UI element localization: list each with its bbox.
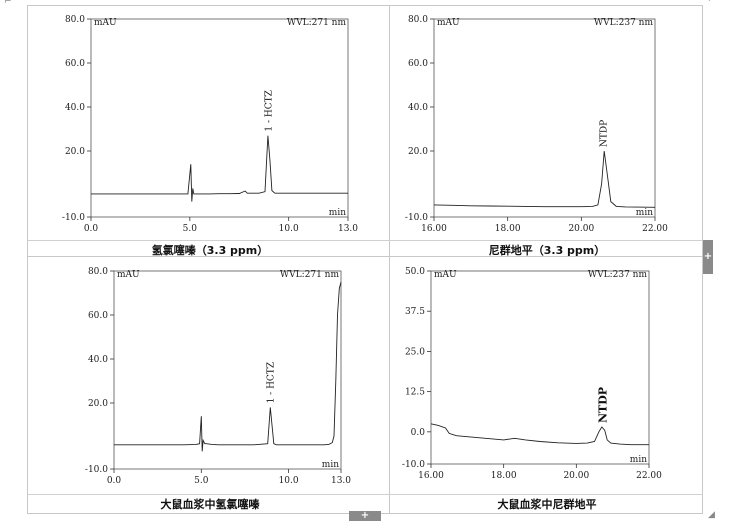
x-tick-label: 10.0 — [279, 476, 299, 486]
x-axis-label: min — [322, 460, 339, 470]
y-unit-label: mAU — [117, 270, 140, 280]
x-tick-label: 20.00 — [563, 471, 589, 481]
x-axis-label: min — [636, 208, 653, 218]
plot-area-frame — [113, 270, 342, 470]
peak-label: NTDP — [600, 120, 610, 147]
x-tick-label: 20.00 — [568, 224, 594, 234]
y-tick-label: 25.0 — [405, 347, 425, 357]
peak-label: 1 - HCTZ — [267, 362, 277, 403]
plot-area-frame — [433, 18, 656, 218]
x-tick-label: 22.00 — [642, 224, 668, 234]
caption-hctz-plasma: 大鼠血浆中氢氯噻嗪 — [160, 498, 260, 511]
y-tick-label: 0.0 — [411, 428, 426, 438]
plot-area-frame — [90, 18, 349, 218]
caption-ntdp-standard: 尼群地平（3.3 ppm） — [488, 244, 606, 257]
wavelength-label: WVL:271 nm — [280, 270, 340, 280]
panel-divider-vertical — [389, 5, 390, 514]
y-tick-label: 12.5 — [405, 388, 425, 398]
x-tick-label: 0.0 — [107, 476, 122, 486]
chromatogram-trace — [114, 281, 342, 452]
chromatogram-ntdp-standard: -10.0 20.0 40.0 60.0 80.0 16.00 18.00 20.00 22.0… — [405, 15, 668, 234]
caption-ntdp-plasma: 大鼠血浆中尼群地平 — [497, 498, 597, 511]
panel-divider-horizontal — [27, 256, 703, 257]
caption-rule-bottom — [27, 494, 703, 495]
y-tick-label: 80.0 — [65, 15, 85, 25]
y-tick-label: 40.0 — [88, 355, 108, 365]
corner-mark-icon: ' — [708, 0, 711, 8]
resize-corner-icon[interactable]: ⌐ — [4, 0, 12, 7]
y-tick-label: 20.0 — [65, 147, 85, 157]
y-tick-label: 37.5 — [405, 307, 425, 317]
x-tick-label: 18.00 — [495, 224, 521, 234]
y-tick-label: 80.0 — [88, 267, 108, 277]
y-tick-label: -10.0 — [85, 465, 108, 475]
expand-right-handle[interactable]: + — [703, 240, 713, 274]
y-tick-label: -10.0 — [402, 460, 425, 470]
x-tick-label: 16.00 — [418, 471, 444, 481]
x-tick-label: 18.00 — [491, 471, 517, 481]
y-unit-label: mAU — [437, 18, 460, 28]
caption-rule-top — [27, 240, 703, 241]
y-tick-label: 40.0 — [65, 103, 85, 113]
x-tick-label: 5.0 — [183, 224, 198, 234]
chromatogram-trace — [430, 423, 649, 446]
chromatogram-ntdp-plasma: -10.0 0.0 12.5 25.0 37.5 50.0 16.00 18.00 20.00 2… — [402, 267, 662, 481]
resize-grip-icon[interactable]: ◢ — [708, 510, 715, 520]
y-tick-label: 20.0 — [88, 399, 108, 409]
y-tick-label: 20.0 — [408, 147, 428, 157]
y-tick-label: 40.0 — [408, 103, 428, 113]
y-unit-label: mAU — [94, 18, 117, 28]
x-tick-label: 22.00 — [636, 471, 662, 481]
peak-label: NTDP — [597, 387, 610, 423]
x-tick-label: 16.00 — [421, 224, 447, 234]
x-axis-label: min — [329, 208, 346, 218]
x-tick-label: 10.0 — [279, 224, 299, 234]
chromatogram-trace — [433, 150, 656, 208]
peak-label: 1 - HCTZ — [264, 90, 274, 131]
wavelength-label: WVL:237 nm — [588, 270, 648, 280]
y-tick-label: 60.0 — [88, 311, 108, 321]
y-tick-label: 60.0 — [408, 59, 428, 69]
y-tick-label: -10.0 — [405, 213, 428, 223]
x-tick-label: 0.0 — [84, 224, 99, 234]
caption-hctz-standard: 氢氯噻嗪（3.3 ppm） — [151, 244, 269, 257]
y-tick-label: -10.0 — [62, 213, 85, 223]
x-tick-label: 13.0 — [338, 224, 358, 234]
plot-area-frame — [430, 270, 650, 465]
y-tick-label: 80.0 — [408, 15, 428, 25]
x-tick-label: 13.0 — [331, 476, 351, 486]
y-unit-label: mAU — [434, 270, 457, 280]
wavelength-label: WVL:237 nm — [594, 18, 654, 28]
x-axis-label: min — [630, 455, 647, 465]
chromatogram-hctz-standard: -10.0 20.0 40.0 60.0 80.0 0.0 5.0 10.0 13.0 mAU WV… — [62, 15, 358, 234]
wavelength-label: WVL:271 nm — [287, 18, 347, 28]
y-tick-label: 60.0 — [65, 59, 85, 69]
expand-bottom-handle[interactable]: + — [349, 511, 381, 521]
x-tick-label: 5.0 — [194, 476, 209, 486]
chromatogram-trace — [91, 135, 348, 202]
y-tick-label: 50.0 — [405, 267, 425, 277]
chromatogram-hctz-plasma: -10.0 20.0 40.0 60.0 80.0 0.0 5.0 10.0 13.0 mAU WV… — [85, 267, 351, 486]
